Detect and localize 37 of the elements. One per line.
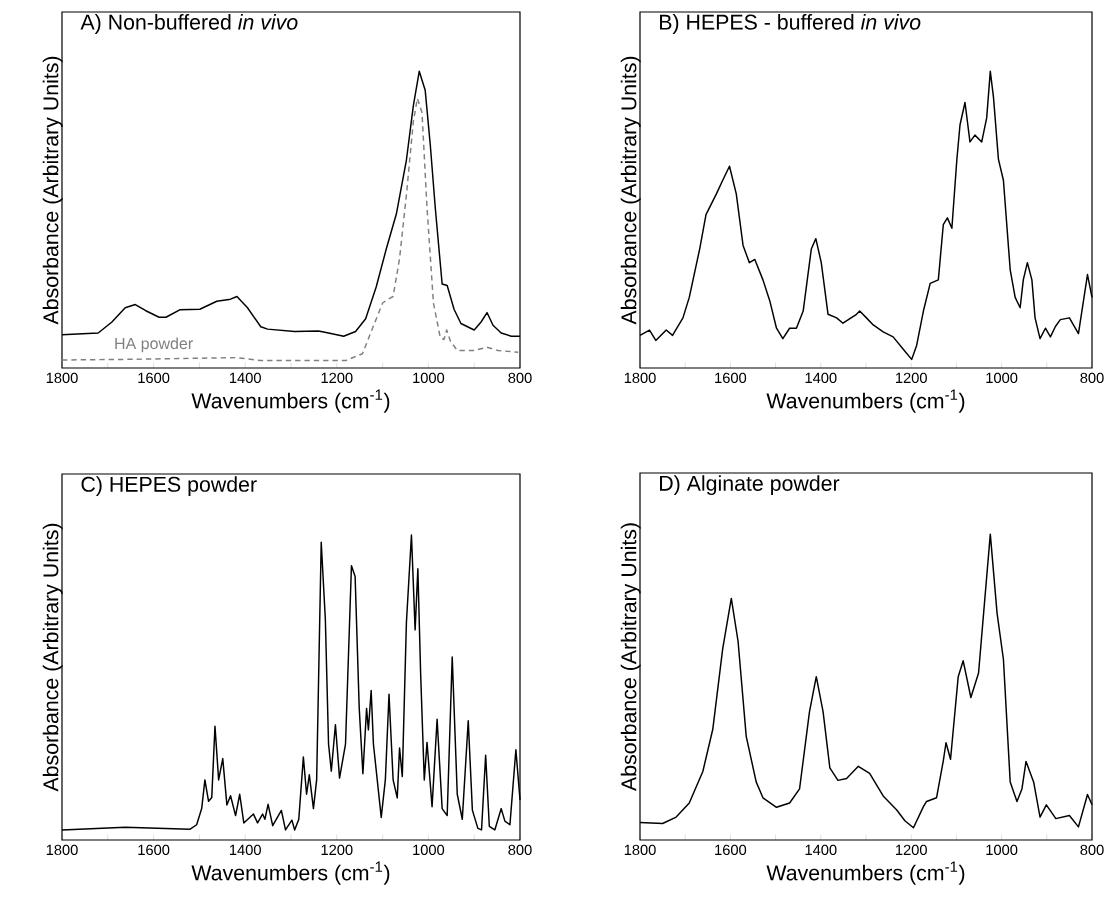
x-axis-title: Wavenumbers (cm$^{-1}$)	[766, 861, 965, 885]
x-tick-label: 1400	[229, 372, 261, 384]
x-axis-title: Wavenumbers (cm$^{-1}$)	[191, 389, 390, 413]
x-tick-label: 1400	[229, 844, 261, 856]
x-tick-label: 1000	[986, 844, 1018, 856]
chart-title: C) HEPES powder	[81, 476, 257, 497]
x-tick-label: 800	[1080, 372, 1104, 384]
series-label: HA powder	[115, 337, 193, 353]
chart-title: B) HEPES - buffered in vivo	[660, 14, 921, 34]
x-tick-label: 1800	[624, 844, 656, 856]
x-tick-label: 1600	[715, 844, 747, 856]
x-tick-label: 1000	[413, 372, 445, 384]
y-axis-title: Absorbance (Arbitrary Units)	[620, 56, 641, 325]
x-tick-label: 1000	[986, 372, 1018, 384]
x-tick-label: 1400	[805, 844, 837, 856]
x-tick-label: 1800	[46, 844, 78, 856]
x-axis-title: Wavenumbers (cm$^{-1}$)	[191, 861, 390, 885]
x-tick-label: 1600	[138, 372, 170, 384]
x-axis-title: Wavenumbers (cm$^{-1}$)	[766, 389, 965, 413]
x-tick-label: 1600	[715, 372, 747, 384]
x-tick-label: 800	[1080, 844, 1104, 856]
x-tick-label: 1200	[896, 844, 927, 856]
y-axis-title: Absorbance (Arbitrary Units)	[42, 56, 63, 325]
x-tick-label: 800	[508, 372, 532, 384]
x-tick-label: 1800	[46, 372, 78, 384]
x-tick-label: 1200	[321, 844, 353, 856]
chart-title: D) Alginate powder	[660, 475, 840, 496]
x-tick-label: 800	[508, 844, 532, 856]
x-tick-label: 1800	[624, 372, 656, 384]
x-tick-label: 1200	[321, 372, 353, 384]
x-tick-label: 1200	[896, 372, 927, 384]
x-tick-label: 1000	[413, 844, 445, 856]
chart-title: A) Non-buffered in vivo	[80, 14, 298, 34]
y-axis-title: Absorbance (Arbitrary Units)	[620, 523, 641, 792]
x-tick-label: 1600	[138, 844, 170, 856]
x-tick-label: 1400	[805, 372, 837, 384]
y-axis-title: Absorbance (Arbitrary Units)	[42, 523, 63, 792]
